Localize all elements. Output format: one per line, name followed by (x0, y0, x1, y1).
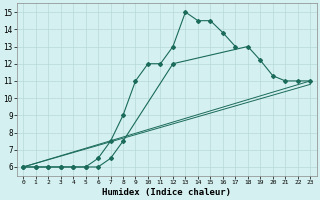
X-axis label: Humidex (Indice chaleur): Humidex (Indice chaleur) (102, 188, 231, 197)
